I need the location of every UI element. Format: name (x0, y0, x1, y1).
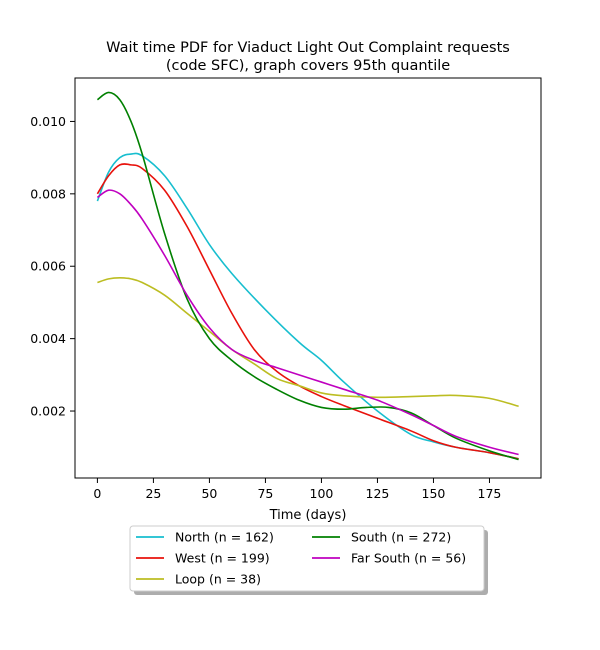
legend-label-north: North (n = 162) (175, 530, 274, 545)
x-axis-label: Time (days) (269, 508, 347, 523)
legend-label-loop: Loop (n = 38) (175, 572, 261, 587)
legend: North (n = 162) West (n = 199) Loop (n = 3… (129, 525, 488, 595)
x-tick-label: 100 (310, 486, 334, 501)
legend-label-west: West (n = 199) (175, 551, 270, 566)
series-line-loop (97, 277, 519, 408)
y-tick-label: 0.010 (30, 114, 66, 129)
plot-lines (96, 91, 519, 461)
legend-entries: North (n = 162) West (n = 199) Loop (n = 3… (136, 530, 466, 587)
y-tick-label: 0.008 (30, 186, 66, 201)
series-line-north (96, 152, 519, 460)
x-axis: 0 25 50 75 100 125 150 175 (93, 478, 501, 501)
plot-frame (74, 77, 542, 479)
x-tick-label: 125 (366, 486, 390, 501)
legend-label-far-south: Far South (n = 56) (351, 551, 466, 566)
series-line-west (96, 163, 519, 460)
x-tick-label: 150 (422, 486, 446, 501)
x-tick-label: 0 (93, 486, 101, 501)
x-tick-label: 75 (257, 486, 273, 501)
legend-label-south: South (n = 272) (351, 530, 451, 545)
x-tick-label: 175 (478, 486, 502, 501)
y-tick-label: 0.004 (30, 331, 66, 346)
y-tick-label: 0.006 (30, 259, 66, 274)
x-tick-label: 25 (145, 486, 161, 501)
series-line-far-south (96, 189, 519, 456)
chart-title: Wait time PDF for Viaduct Light Out Comp… (106, 40, 510, 74)
y-tick-label: 0.002 (30, 404, 66, 419)
legend-box (129, 525, 485, 592)
y-axis: 0.002 0.004 0.006 0.008 0.010 (30, 114, 75, 419)
x-tick-label: 50 (201, 486, 217, 501)
